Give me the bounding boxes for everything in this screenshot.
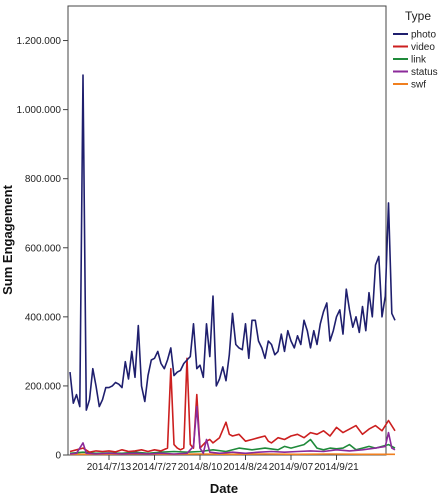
plot-frame — [67, 5, 387, 456]
x-tick-label: 2014/8/24 — [223, 462, 268, 473]
y-tick-label: 1.200.000 — [17, 36, 62, 47]
x-tick-label: 2014/8/10 — [178, 462, 223, 473]
x-tick-label: 2014/9/21 — [314, 462, 359, 473]
y-axis: 0 200.000 400.000 600.000 800.000 1.000.000 1.… — [17, 36, 68, 462]
y-axis-title: Sum Engagement — [0, 184, 15, 294]
legend-label-status: status — [411, 67, 438, 78]
y-tick-label: 400.000 — [25, 312, 62, 323]
series-layer — [69, 74, 396, 456]
x-axis: 2014/7/13 2014/7/27 2014/8/10 2014/8/24 2014… — [87, 455, 359, 473]
series-line-photo — [69, 74, 396, 411]
legend-label-link: link — [411, 55, 427, 66]
series-line-status — [69, 405, 396, 455]
legend-label-photo: photo — [411, 30, 436, 41]
x-axis-title: Date — [210, 481, 238, 496]
series-line-link — [69, 438, 396, 455]
y-tick-label: 1.000.000 — [17, 105, 62, 116]
x-tick-label: 2014/9/07 — [269, 462, 314, 473]
y-tick-label: 800.000 — [25, 174, 62, 185]
legend-label-video: video — [411, 42, 435, 53]
y-tick-label: 200.000 — [25, 381, 62, 392]
x-tick-label: 2014/7/27 — [132, 462, 177, 473]
y-tick-label: 0 — [55, 451, 61, 462]
legend-label-swf: swf — [411, 80, 426, 91]
legend-title: Type — [405, 9, 431, 23]
series-line-video — [69, 357, 396, 454]
plot-area: 0 200.000 400.000 600.000 800.000 1.000.000 1.… — [17, 5, 396, 473]
x-tick-label: 2014/7/13 — [87, 462, 132, 473]
y-tick-label: 600.000 — [25, 243, 62, 254]
